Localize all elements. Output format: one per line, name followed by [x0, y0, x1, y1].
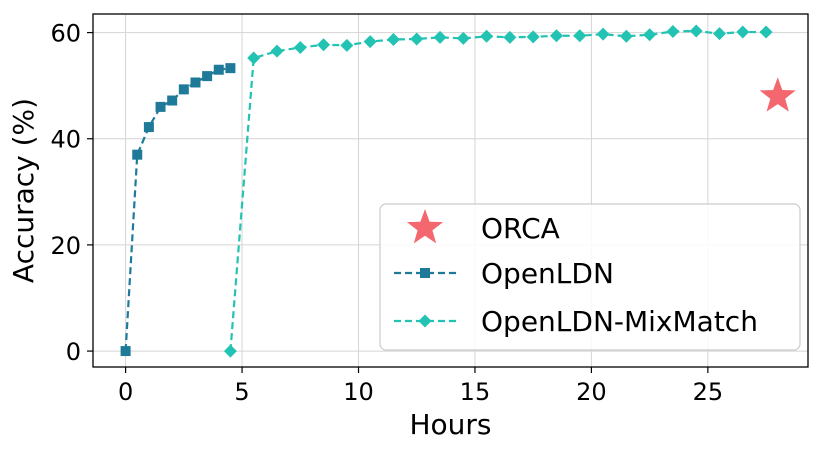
diamond-data-point [223, 344, 237, 358]
square-data-point [190, 77, 201, 88]
square-data-point [202, 71, 213, 82]
diamond-data-point [689, 24, 703, 38]
diamond-data-point [596, 27, 610, 41]
axis-ticks: 0 5 10 15 20 25 0 20 40 60 [50, 20, 723, 406]
x-tick-label: 20 [576, 378, 607, 406]
diamond-data-point [433, 30, 447, 44]
legend-star-marker [406, 209, 444, 244]
diamond-data-point [340, 38, 354, 52]
x-tick-label: 0 [118, 378, 133, 406]
legend-diamond-marker [418, 314, 432, 328]
square-data-point [132, 149, 143, 160]
legend-box [379, 203, 801, 351]
diamond-data-point [247, 51, 261, 65]
diamond-data-point [317, 38, 331, 52]
diamond-data-point [619, 29, 633, 43]
star-data-point [759, 77, 796, 112]
square-data-point [213, 64, 224, 75]
x-tick-label: 5 [234, 378, 249, 406]
legend-square-marker [420, 268, 430, 278]
series-orca [759, 77, 796, 112]
square-data-point [167, 95, 178, 106]
diamond-data-point [410, 32, 424, 46]
series-line [124, 67, 231, 352]
diamond-data-point [270, 44, 284, 58]
diamond-data-point [503, 30, 517, 44]
square-data-point [120, 346, 131, 357]
diamond-data-point [386, 32, 400, 46]
diamond-data-point [549, 29, 563, 43]
y-tick-label: 0 [66, 338, 81, 366]
x-tick-label: 10 [343, 378, 374, 406]
series-layer [120, 24, 796, 358]
diamond-data-point [293, 40, 307, 54]
diamond-data-point [456, 31, 470, 45]
diamond-data-point [712, 27, 726, 41]
square-data-point [225, 63, 236, 74]
series-openldn [120, 63, 236, 357]
legend-entry: ORCA [406, 209, 560, 245]
diamond-data-point [363, 35, 377, 49]
legend-label: OpenLDN [481, 257, 614, 290]
legend-entry: OpenLDN [394, 257, 614, 290]
diamond-data-point [666, 25, 680, 39]
legend-entry: OpenLDN-MixMatch [394, 305, 758, 338]
diamond-data-point [736, 25, 750, 39]
diamond-data-point [643, 28, 657, 42]
square-data-point [143, 122, 154, 133]
legend-label: ORCA [481, 212, 560, 245]
y-tick-label: 20 [50, 232, 81, 260]
diamond-data-point [480, 29, 494, 43]
y-tick-label: 40 [50, 126, 81, 154]
series-openldn-mixmatch [223, 24, 773, 358]
diamond-data-point [573, 29, 587, 43]
legend-label: OpenLDN-MixMatch [481, 305, 758, 338]
square-data-point [178, 84, 189, 95]
y-tick-label: 60 [50, 20, 81, 48]
grid-lines [93, 14, 808, 367]
diamond-data-point [759, 25, 773, 39]
x-tick-label: 15 [460, 378, 491, 406]
diamond-data-point [526, 30, 540, 44]
x-tick-label: 25 [693, 378, 724, 406]
plot-frame [92, 13, 809, 368]
legend: ORCA OpenLDN OpenLDN-MixMatch [379, 203, 801, 351]
square-data-point [155, 101, 166, 112]
y-axis-label: Accuracy (%) [7, 98, 40, 283]
x-axis-label: Hours [409, 408, 491, 441]
